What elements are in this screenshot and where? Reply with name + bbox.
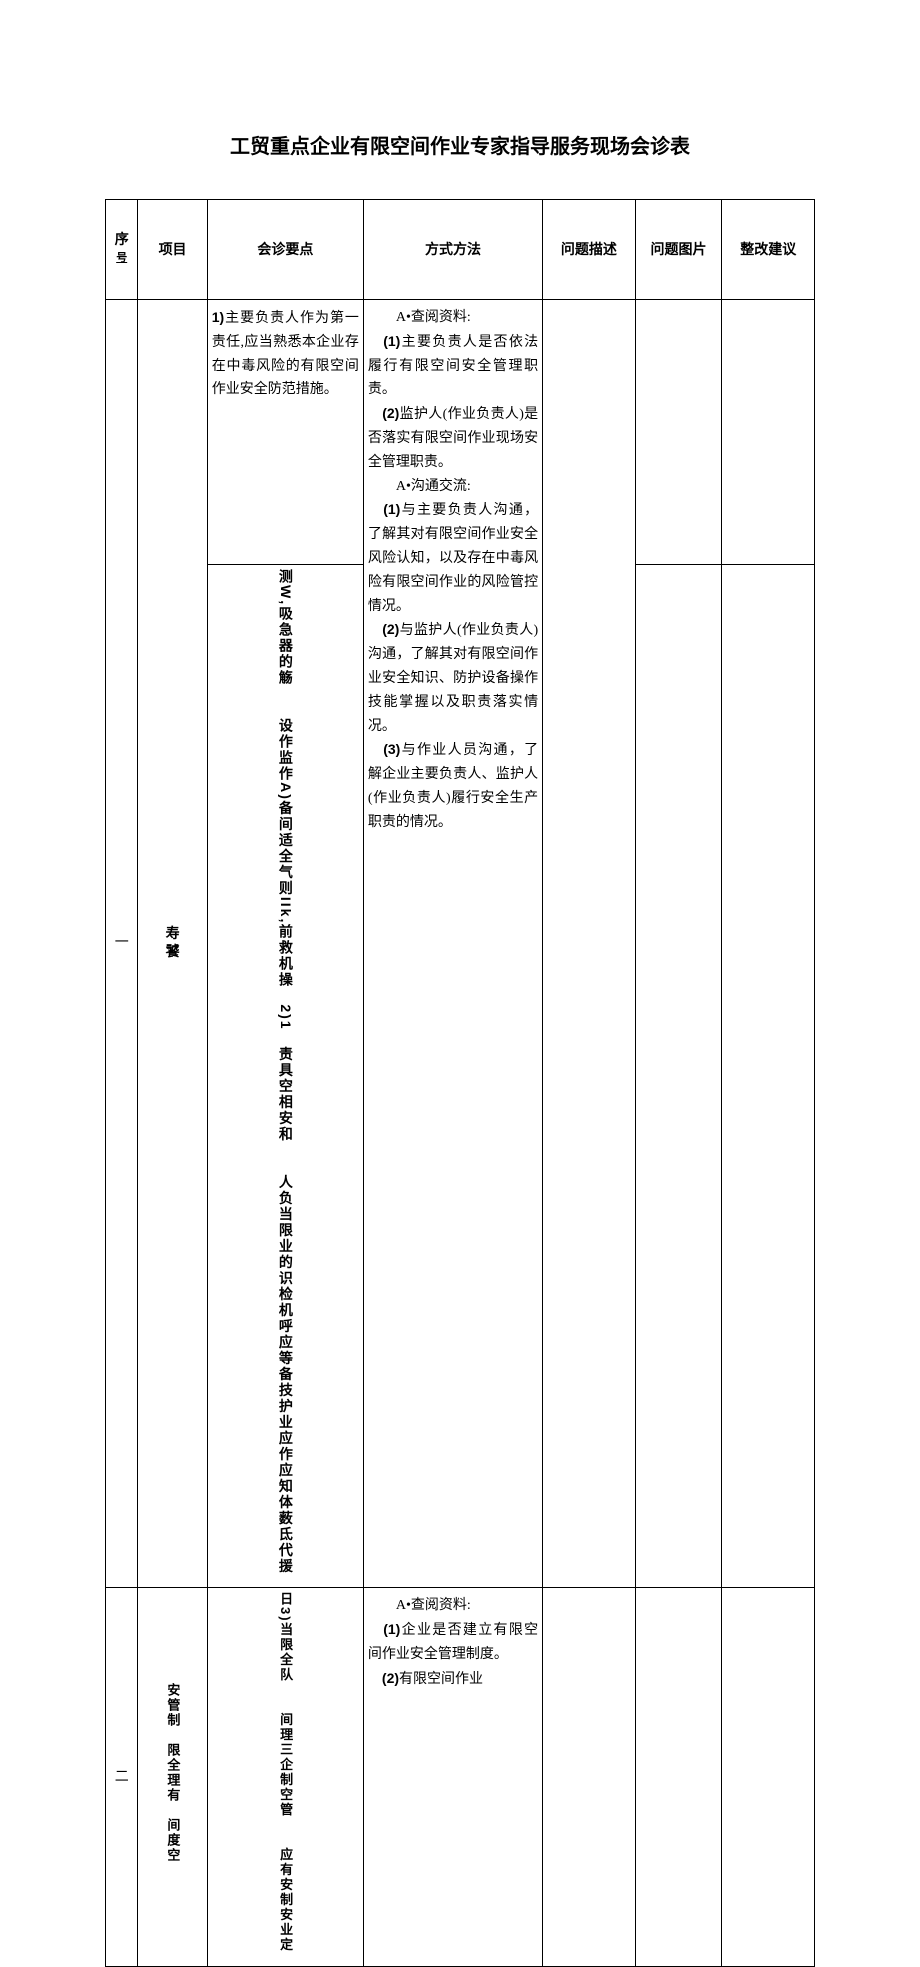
col-header-project: 项目 xyxy=(138,200,207,300)
img-cell xyxy=(635,565,722,1588)
seq-cell: 一 xyxy=(106,300,138,1588)
table-header-row: 序号 项目 会诊要点 方式方法 问题描述 问题图片 整改建议 xyxy=(106,200,815,300)
suggest-cell xyxy=(722,565,815,1588)
table-row: 二 安管制 限全理有 间度空 日3)当限全队 间理三企制空管 应有安制安业定 A… xyxy=(106,1588,815,1966)
suggest-cell xyxy=(722,1588,815,1966)
keypoints-cell: 测W,吸急器的觞 设作监作A)备间适全气则IIk,前救机操 2)1 责具空相安和… xyxy=(207,565,363,1588)
method-cell: A•查阅资料: (1)企业是否建立有限空间作业安全管理制度。 (2)有限空间作业 xyxy=(363,1588,542,1966)
suggest-cell xyxy=(722,300,815,565)
keypoints-cell: 1)主要负责人作为第一责任,应当熟悉本企业存在中毒风险的有限空间作业安全防范措施… xyxy=(207,300,363,565)
col-header-seq: 序号 xyxy=(106,200,138,300)
table-row: 一 寿饕 1)主要负责人作为第一责任,应当熟悉本企业存在中毒风险的有限空间作业安… xyxy=(106,300,815,565)
keypoints-cell: 日3)当限全队 间理三企制空管 应有安制安业定 xyxy=(207,1588,363,1966)
audit-table: 序号 项目 会诊要点 方式方法 问题描述 问题图片 整改建议 一 寿饕 1)主要… xyxy=(105,199,815,1967)
project-cell: 寿饕 xyxy=(138,300,207,1588)
img-cell xyxy=(635,300,722,565)
method-cell: A•查阅资料: (1)主要负责人是否依法履行有限空间安全管理职责。 (2)监护人… xyxy=(363,300,542,1588)
col-header-suggest: 整改建议 xyxy=(722,200,815,300)
desc-cell xyxy=(543,1588,636,1966)
desc-cell xyxy=(543,300,636,1588)
page-title: 工贸重点企业有限空间作业专家指导服务现场会诊表 xyxy=(105,130,815,159)
project-cell: 安管制 限全理有 间度空 xyxy=(138,1588,207,1966)
img-cell xyxy=(635,1588,722,1966)
col-header-img: 问题图片 xyxy=(635,200,722,300)
col-header-method: 方式方法 xyxy=(363,200,542,300)
col-header-desc: 问题描述 xyxy=(543,200,636,300)
seq-cell: 二 xyxy=(106,1588,138,1966)
col-header-keypoints: 会诊要点 xyxy=(207,200,363,300)
